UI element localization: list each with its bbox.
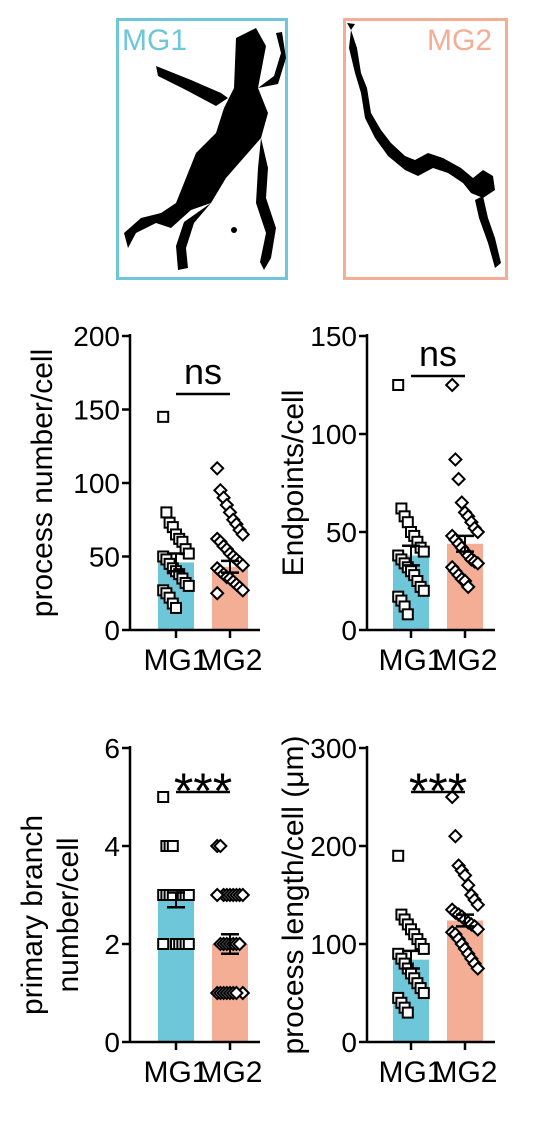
y-tick-label: 6 xyxy=(104,733,120,764)
data-point xyxy=(470,524,486,540)
mg1-frame xyxy=(116,18,288,280)
data-point xyxy=(182,547,195,560)
data-point xyxy=(444,377,460,393)
data-point xyxy=(401,516,414,529)
data-point xyxy=(417,584,430,597)
y-axis-label: primary branch number/cell xyxy=(16,815,85,1015)
data-point xyxy=(417,942,430,955)
morphology-panel-mg1: MG1 xyxy=(116,18,288,280)
data-point xyxy=(470,555,486,571)
data-point xyxy=(392,379,405,391)
mg2-frame xyxy=(343,18,508,280)
significance-label: ns xyxy=(184,351,222,392)
y-axis-label: process length/cell (μm) xyxy=(277,735,310,1054)
data-point xyxy=(157,938,170,950)
y-tick-label: 150 xyxy=(73,395,120,426)
data-point xyxy=(447,828,463,844)
category-label: MG2 xyxy=(432,1056,497,1089)
data-point xyxy=(170,601,182,614)
category-label: MG2 xyxy=(432,644,497,677)
y-axis-label: process number/cell xyxy=(26,349,59,617)
y-tick-label: 100 xyxy=(73,468,120,499)
y-tick-label: 200 xyxy=(73,321,120,352)
y-tick-label: 150 xyxy=(310,321,357,352)
significance-label: *** xyxy=(409,763,467,819)
data-point xyxy=(401,1006,414,1019)
morphology-panel-mg2: MG2 xyxy=(343,18,508,280)
data-point xyxy=(392,849,405,862)
category-label: MG2 xyxy=(197,1056,262,1089)
data-point xyxy=(470,961,486,976)
data-point xyxy=(417,987,430,999)
category-label: MG1 xyxy=(143,1056,208,1089)
bar-mg1 xyxy=(158,899,194,1042)
y-tick-label: 50 xyxy=(89,542,120,573)
y-tick-label: 4 xyxy=(104,831,120,862)
y-tick-label: 2 xyxy=(104,929,120,960)
data-point xyxy=(235,582,251,598)
mg1-cell-silhouette xyxy=(124,28,286,270)
mg1-label: MG1 xyxy=(122,24,188,57)
data-point xyxy=(182,938,195,950)
data-point xyxy=(157,791,170,803)
data-point xyxy=(235,887,251,903)
data-point xyxy=(451,471,467,487)
data-point xyxy=(447,452,463,467)
category-label: MG2 xyxy=(197,644,262,677)
data-point xyxy=(417,545,430,558)
category-label: MG1 xyxy=(378,644,443,677)
data-point xyxy=(157,410,170,423)
data-point xyxy=(209,585,225,601)
significance-label: *** xyxy=(174,763,232,819)
data-point xyxy=(182,579,195,592)
mg2-label: MG2 xyxy=(427,24,493,57)
data-point xyxy=(444,789,460,805)
mg2-cell-silhouette xyxy=(347,23,501,268)
y-tick-label: 200 xyxy=(310,831,357,862)
data-point xyxy=(209,460,225,476)
data-point xyxy=(212,838,228,854)
data-point xyxy=(235,527,251,542)
category-label: MG1 xyxy=(378,1056,443,1089)
y-tick-label: 50 xyxy=(326,517,357,548)
data-point xyxy=(470,897,486,913)
significance-label: ns xyxy=(419,333,457,374)
y-tick-label: 0 xyxy=(341,1027,357,1058)
category-label: MG1 xyxy=(143,644,208,677)
data-point xyxy=(235,557,251,573)
y-tick-label: 100 xyxy=(310,929,357,960)
data-point xyxy=(166,840,179,852)
data-point xyxy=(160,506,173,519)
data-point xyxy=(182,889,195,901)
data-point xyxy=(228,985,244,1001)
data-point xyxy=(232,936,248,952)
y-tick-label: 300 xyxy=(310,733,357,764)
y-axis-label: Endpoints/cell xyxy=(277,390,310,577)
y-tick-label: 0 xyxy=(104,1027,120,1058)
y-tick-label: 0 xyxy=(341,615,357,646)
data-point xyxy=(401,608,414,621)
data-point xyxy=(166,889,179,901)
y-tick-label: 100 xyxy=(310,419,357,450)
data-point xyxy=(460,579,476,595)
y-tick-label: 0 xyxy=(104,615,120,646)
data-point xyxy=(209,887,225,903)
